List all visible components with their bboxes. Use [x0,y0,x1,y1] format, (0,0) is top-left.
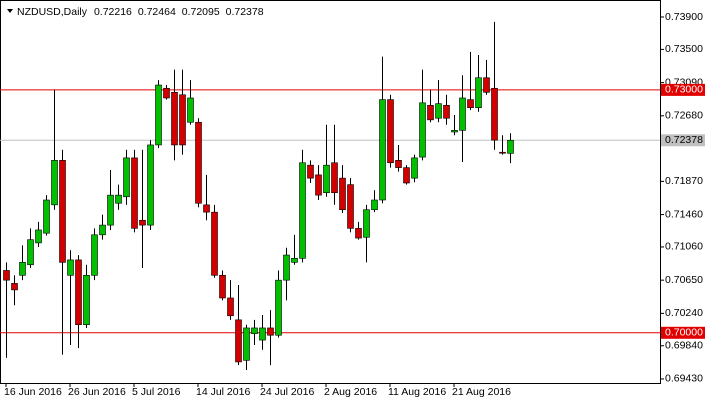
candle-body [203,204,210,213]
candle-body [107,194,114,226]
candle-body [387,99,394,164]
header-high: 0.72464 [138,6,176,18]
candle-body [171,92,178,146]
candle-body [275,279,282,336]
price-label: 0.73000 [665,84,703,96]
candle-body [315,174,322,196]
candle-body [419,102,426,158]
price-label-box [661,83,705,96]
candle-body [475,77,482,108]
x-tick-label: 21 Aug 2016 [452,386,511,398]
candle-body [403,167,410,184]
x-tick-label: 2 Aug 2016 [324,386,377,398]
candle-body [35,229,42,244]
plot-frame [0,0,661,384]
y-tick-label: 0.73500 [665,43,703,55]
y-tick-label: 0.69430 [665,373,703,385]
x-tick-label: 14 Jul 2016 [196,386,250,398]
candle-body [427,104,434,121]
last-price-box [661,134,705,147]
candle-body [347,184,354,229]
candle-body [3,270,10,281]
price-label: 0.70000 [665,327,703,339]
candle-body [211,211,218,276]
candle-body [43,199,50,234]
candle-body [459,97,466,131]
candle-body [99,224,106,236]
candle-body [155,84,162,146]
candle-body [363,209,370,238]
candle-body [251,327,258,334]
candle-body [355,228,362,239]
candle-body [219,275,226,299]
candle-body [227,297,234,317]
candle-body [371,199,378,211]
candle-body [339,177,346,211]
candle-body [139,219,146,226]
candle-body [75,259,82,325]
candle-body [147,144,154,226]
candle-body [123,157,130,198]
candle-body [83,275,90,325]
candle-body [115,194,122,204]
candle-body [483,77,490,93]
x-tick-label: 5 Jul 2016 [132,386,181,398]
candle-body [11,283,18,291]
header-open: 0.72216 [94,6,132,18]
candle-body [131,157,138,229]
candle-body [91,234,98,276]
candle-body [67,259,74,276]
menu-arrow [7,9,13,13]
price-label-box [661,326,705,339]
chart-header: NZDUSD,Daily 0.72216 0.72464 0.72095 0.7… [17,6,264,18]
y-tick-label: 0.73900 [665,11,703,23]
candle-body [283,254,290,281]
candle-body [435,103,442,119]
candle-body [291,258,298,263]
candle-body [451,130,458,133]
candle-body [163,87,170,99]
candle-body [195,121,202,204]
candle-body [59,160,66,263]
y-tick-label: 0.71870 [665,175,703,187]
x-tick-label: 11 Aug 2016 [388,386,446,398]
y-tick-label: 0.71460 [665,208,703,220]
candle-body [235,319,242,363]
header-close: 0.72378 [226,6,264,18]
x-tick-label: 26 Jun 2016 [68,386,126,398]
candle-body [51,160,58,206]
candle-body [307,164,314,179]
candle-body [187,97,194,123]
y-tick-label: 0.70650 [665,274,703,286]
candle-body [179,94,186,146]
candle-body [259,327,266,341]
last-price-label: 0.72378 [665,134,703,146]
candle-body [411,157,418,179]
candle-body [499,151,506,154]
candle-body [443,104,450,119]
y-tick-label: 0.69840 [665,340,703,352]
candle-body [379,99,386,201]
candle-body [323,164,330,194]
candle-body [19,262,26,276]
y-tick-label: 0.71060 [665,241,703,253]
candle-body [299,162,306,259]
y-tick-label: 0.72680 [665,110,703,122]
header-low: 0.72095 [182,6,220,18]
x-tick-label: 24 Jul 2016 [260,386,314,398]
candle-body [491,87,498,141]
candle-body [331,162,338,194]
candle-body [467,99,474,108]
x-tick-label: 16 Jun 2016 [4,386,62,398]
candle-body [243,327,250,361]
candle-body [507,139,514,154]
candle-body [267,327,274,336]
candle-body [27,239,34,266]
symbol: NZDUSD,Daily [17,6,88,18]
y-tick-label: 0.70240 [665,307,703,319]
candle-body [395,160,402,168]
